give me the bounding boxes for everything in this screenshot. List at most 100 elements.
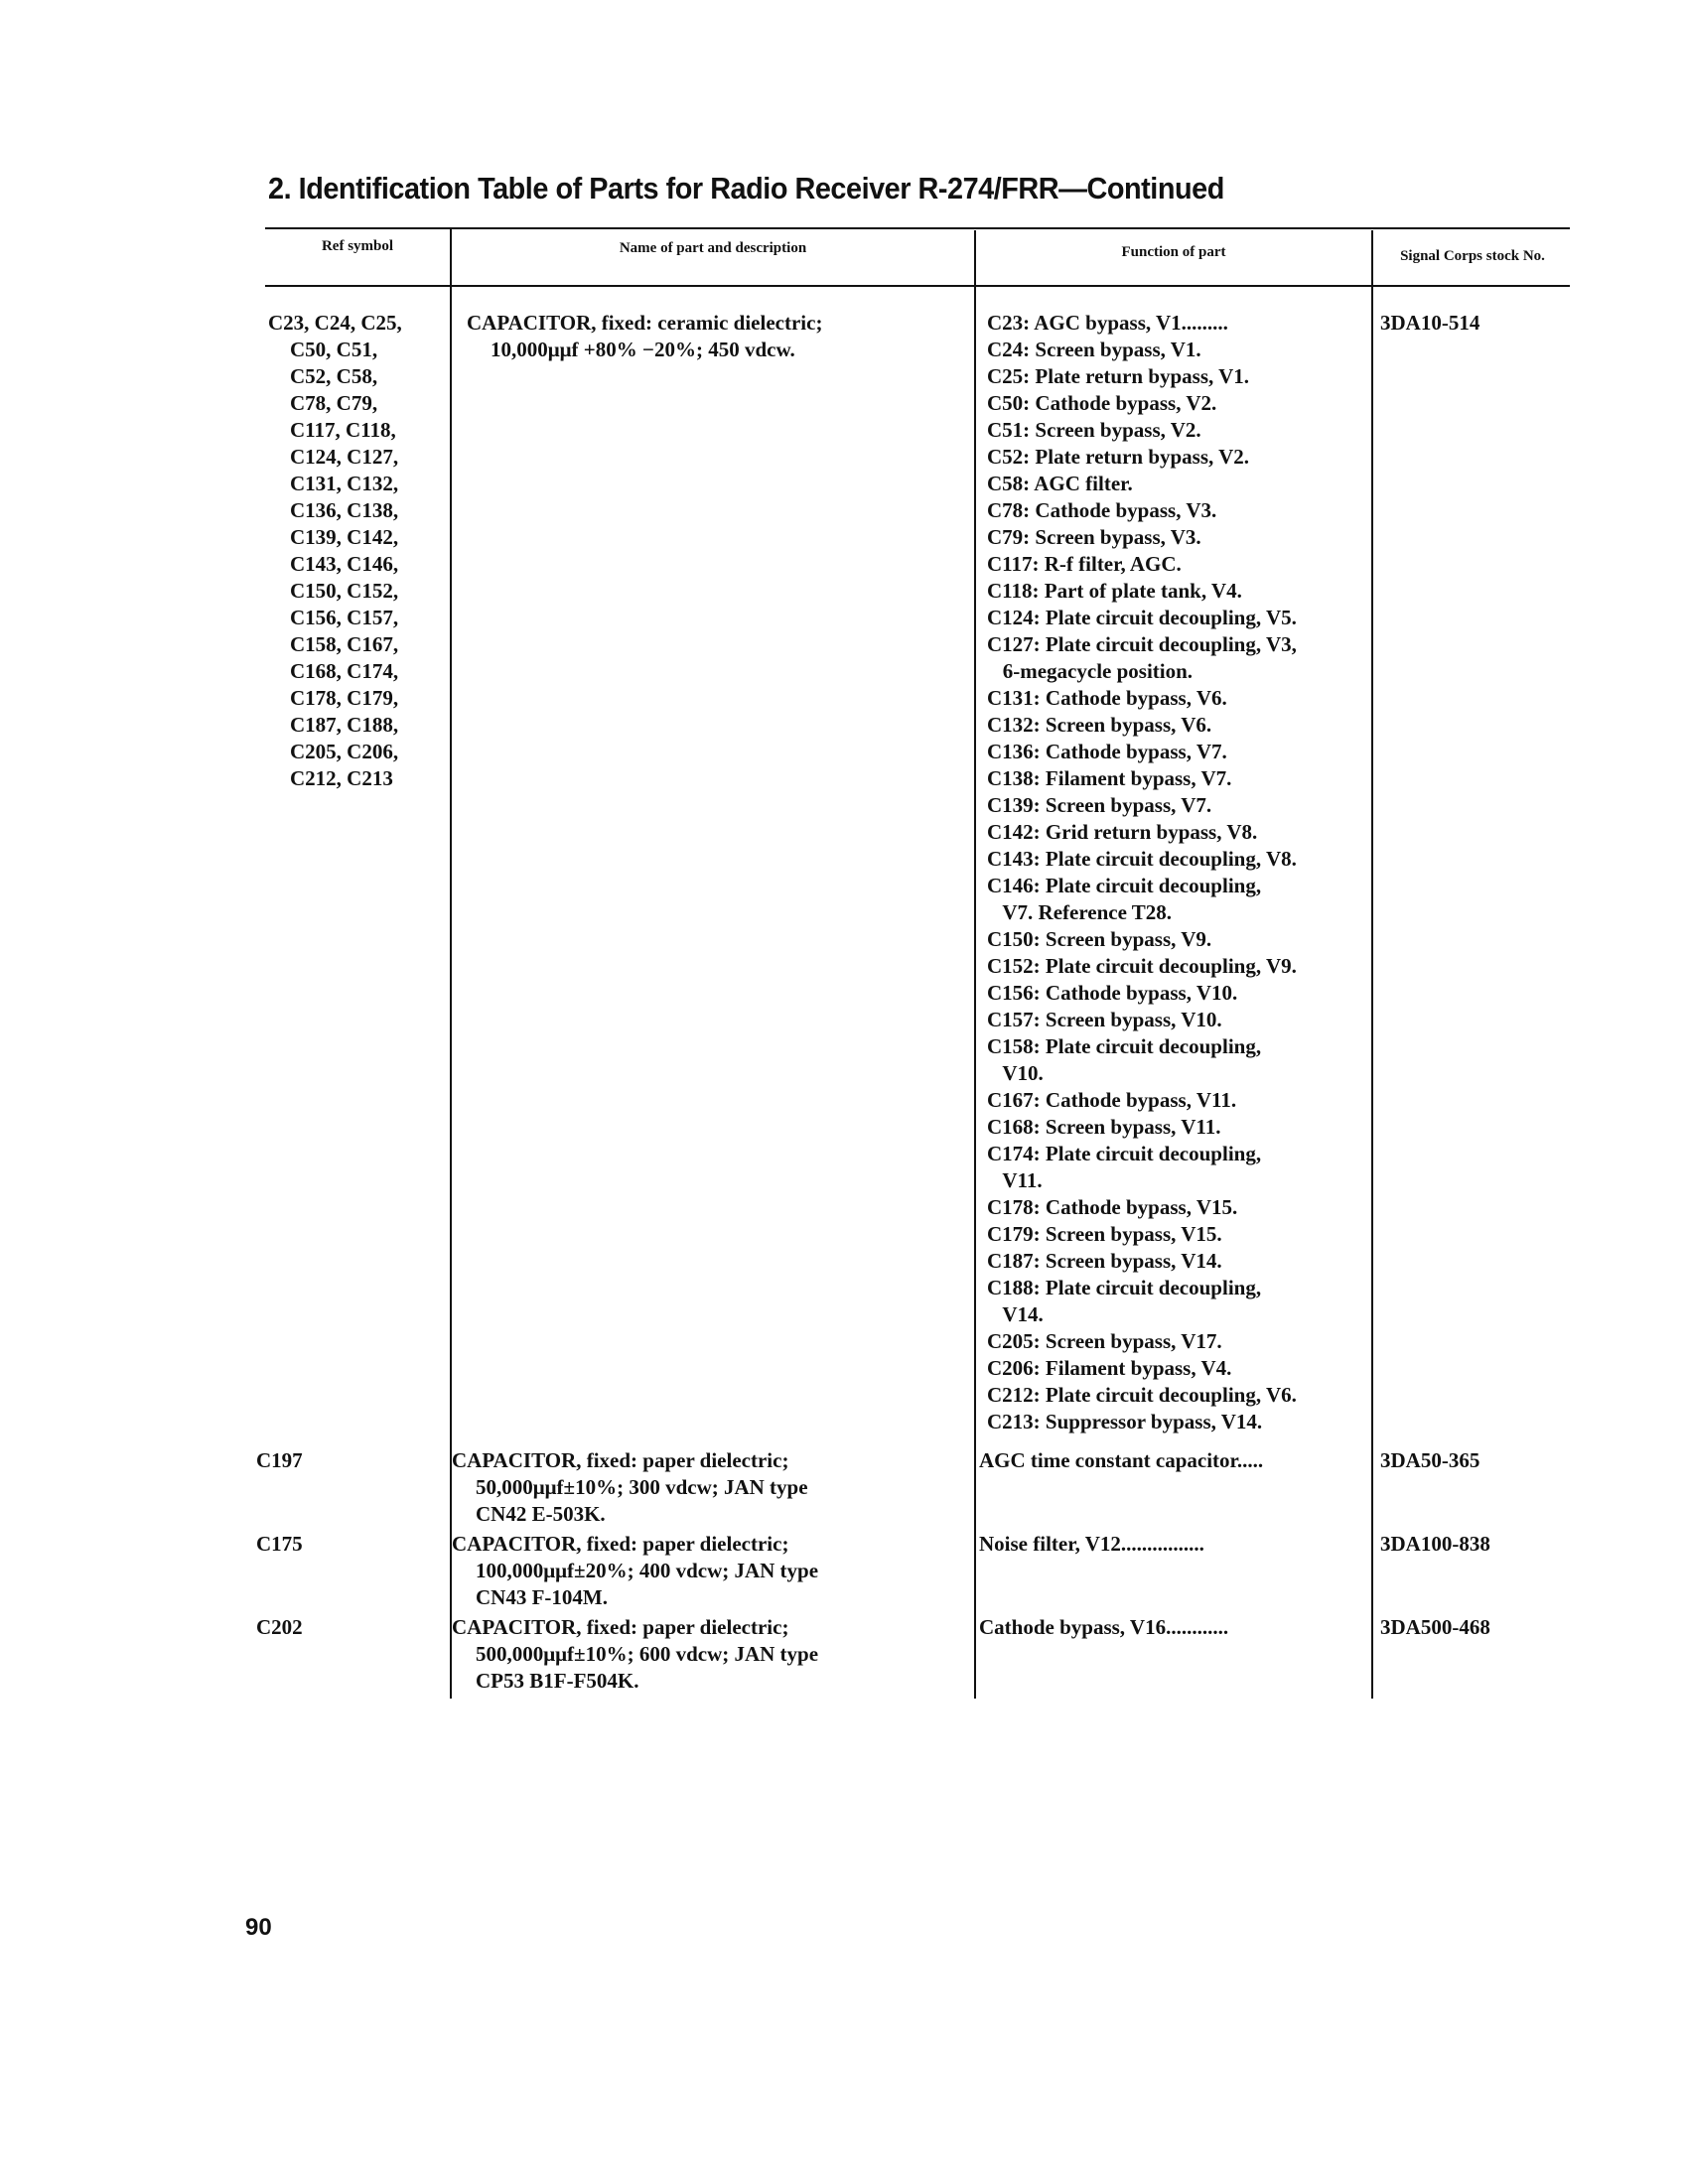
ref-symbol-line: C168, C174, <box>290 659 399 683</box>
description-line: CAPACITOR, fixed: paper dielectric; <box>452 1448 789 1472</box>
ref-symbol-cell: C197 <box>256 1447 303 1474</box>
function-line: C158: Plate circuit decoupling, <box>987 1034 1262 1058</box>
stock-number-cell: 3DA50-365 <box>1380 1448 1480 1472</box>
function-line: C142: Grid return bypass, V8. <box>987 820 1258 844</box>
ref-symbol-line: C205, C206, <box>290 740 399 763</box>
column-divider <box>974 230 976 1699</box>
function-cell: Cathode bypass, V16............ <box>979 1614 1228 1641</box>
function-cell: Noise filter, V12................ <box>979 1531 1204 1558</box>
function-line: C24: Screen bypass, V1. <box>987 338 1201 361</box>
ref-symbol-line: C78, C79, <box>290 391 378 415</box>
ref-symbol-line: C52, C58, <box>290 364 378 388</box>
ref-symbol-line: C212, C213 <box>290 766 393 790</box>
function-line: C143: Plate circuit decoupling, V8. <box>987 847 1297 871</box>
ref-symbol-cell: C202 <box>256 1614 303 1641</box>
function-line: V11. <box>987 1168 1043 1192</box>
function-line: C168: Screen bypass, V11. <box>987 1115 1221 1139</box>
description-cell: CAPACITOR, fixed: paper dielectric; 500,0… <box>452 1614 818 1695</box>
function-line: C206: Filament bypass, V4. <box>987 1356 1232 1380</box>
ref-symbol-line: C156, C157, <box>290 606 399 629</box>
ref-symbol-cell: C23, C24, C25, C50, C51, C52, C58, C78, C79… <box>268 310 402 792</box>
function-line: Noise filter, V12................ <box>979 1532 1204 1556</box>
function-line: C118: Part of plate tank, V4. <box>987 579 1242 603</box>
function-line: C51: Screen bypass, V2. <box>987 418 1201 442</box>
function-line: V10. <box>987 1061 1044 1085</box>
ref-symbol-line: C139, C142, <box>290 525 399 549</box>
ref-symbol-line: C187, C188, <box>290 713 399 737</box>
column-divider <box>1371 230 1373 1699</box>
description-cell: CAPACITOR, fixed: paper dielectric; 100,0… <box>452 1531 818 1611</box>
header-bottom-rule <box>265 285 1570 287</box>
function-line: C127: Plate circuit decoupling, V3, <box>987 632 1297 656</box>
function-line: C146: Plate circuit decoupling, <box>987 874 1262 897</box>
description-line: CN43 F-104M. <box>476 1585 608 1609</box>
function-line: C79: Screen bypass, V3. <box>987 525 1201 549</box>
ref-symbol-line: C136, C138, <box>290 498 399 522</box>
column-divider <box>450 227 452 1699</box>
table-top-rule <box>265 227 1570 229</box>
stock-number-cell: 3DA100-838 <box>1380 1532 1490 1556</box>
function-line: C205: Screen bypass, V17. <box>987 1329 1222 1353</box>
function-line: C23: AGC bypass, V1......... <box>987 311 1228 335</box>
ref-symbol-line: C117, C118, <box>290 418 396 442</box>
function-line: C156: Cathode bypass, V10. <box>987 981 1238 1005</box>
page-title: 2. Identification Table of Parts for Rad… <box>268 171 1224 205</box>
description-line: CAPACITOR, fixed: paper dielectric; <box>452 1615 789 1639</box>
function-line: C78: Cathode bypass, V3. <box>987 498 1217 522</box>
ref-symbol-line: C23, C24, C25, <box>268 311 402 335</box>
function-line: C157: Screen bypass, V10. <box>987 1008 1222 1031</box>
header-ref-symbol: Ref symbol <box>321 238 394 254</box>
function-line: C152: Plate circuit decoupling, V9. <box>987 954 1297 978</box>
function-line: C52: Plate return bypass, V2. <box>987 445 1250 469</box>
ref-symbol-line: C197 <box>256 1448 303 1472</box>
description-line: 10,000μμf +80% −20%; 450 vdcw. <box>491 338 795 361</box>
function-line: C117: R-f filter, AGC. <box>987 552 1182 576</box>
ref-symbol-line: C143, C146, <box>290 552 399 576</box>
ref-symbol-line: C178, C179, <box>290 686 399 710</box>
description-line: CAPACITOR, fixed: paper dielectric; <box>452 1532 789 1556</box>
ref-symbol-line: C175 <box>256 1532 303 1556</box>
function-line: C131: Cathode bypass, V6. <box>987 686 1227 710</box>
header-function: Function of part <box>1121 244 1226 260</box>
ref-symbol-line: C158, C167, <box>290 632 399 656</box>
function-line: C188: Plate circuit decoupling, <box>987 1276 1262 1299</box>
ref-symbol-line: C124, C127, <box>290 445 399 469</box>
description-line: 100,000μμf±20%; 400 vdcw; JAN type <box>476 1559 819 1582</box>
function-line: C179: Screen bypass, V15. <box>987 1222 1222 1246</box>
function-line: C132: Screen bypass, V6. <box>987 713 1212 737</box>
function-line: C187: Screen bypass, V14. <box>987 1249 1222 1273</box>
function-cell: AGC time constant capacitor..... <box>979 1447 1263 1474</box>
function-line: C174: Plate circuit decoupling, <box>987 1142 1262 1165</box>
ref-symbol-line: C202 <box>256 1615 303 1639</box>
header-name-description: Name of part and description <box>619 240 807 256</box>
function-line: C58: AGC filter. <box>987 472 1133 495</box>
stock-number-cell: 3DA500-468 <box>1380 1615 1490 1639</box>
function-line: V7. Reference T28. <box>987 900 1173 924</box>
function-line: C212: Plate circuit decoupling, V6. <box>987 1383 1297 1407</box>
stock-number-cell: 3DA10-514 <box>1380 311 1480 335</box>
description-cell: CAPACITOR, fixed: paper dielectric; 50,00… <box>452 1447 808 1528</box>
header-stock-no: Signal Corps stock No. <box>1400 248 1545 264</box>
ref-symbol-cell: C175 <box>256 1531 303 1558</box>
ref-symbol-line: C150, C152, <box>290 579 399 603</box>
page-number: 90 <box>245 1914 272 1941</box>
description-line: CP53 B1F-F504K. <box>476 1669 639 1693</box>
function-line: C136: Cathode bypass, V7. <box>987 740 1227 763</box>
function-line: C213: Suppressor bypass, V14. <box>987 1410 1263 1433</box>
function-line: C124: Plate circuit decoupling, V5. <box>987 606 1297 629</box>
function-cell: C23: AGC bypass, V1......... C24: Screen … <box>987 310 1297 1435</box>
function-line: C50: Cathode bypass, V2. <box>987 391 1217 415</box>
function-line: C178: Cathode bypass, V15. <box>987 1195 1238 1219</box>
function-line: C139: Screen bypass, V7. <box>987 793 1212 817</box>
description-line: 500,000μμf±10%; 600 vdcw; JAN type <box>476 1642 819 1666</box>
function-line: AGC time constant capacitor..... <box>979 1448 1264 1472</box>
function-line: V14. <box>987 1302 1044 1326</box>
function-line: C138: Filament bypass, V7. <box>987 766 1232 790</box>
function-line: Cathode bypass, V16............ <box>979 1615 1229 1639</box>
description-line: CN42 E-503K. <box>476 1502 606 1526</box>
function-line: C25: Plate return bypass, V1. <box>987 364 1250 388</box>
function-line: C167: Cathode bypass, V11. <box>987 1088 1237 1112</box>
ref-symbol-line: C50, C51, <box>290 338 378 361</box>
description-line: CAPACITOR, fixed: ceramic dielectric; <box>467 311 823 335</box>
description-line: 50,000μμf±10%; 300 vdcw; JAN type <box>476 1475 808 1499</box>
